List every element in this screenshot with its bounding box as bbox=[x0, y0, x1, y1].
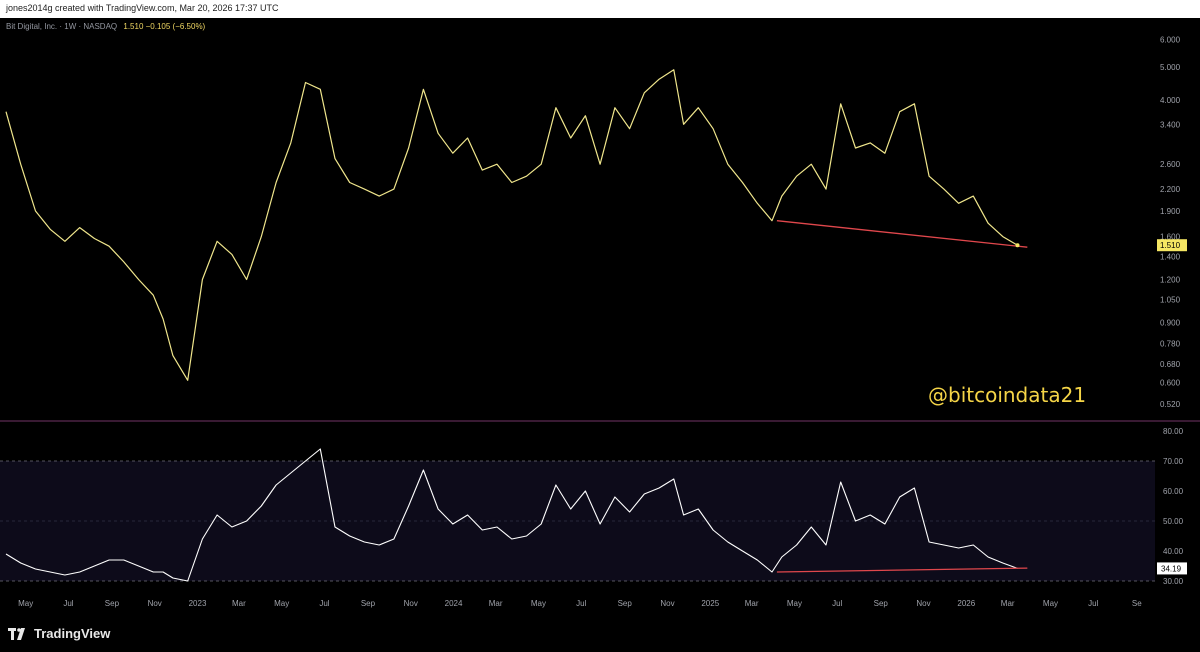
price-last-dot bbox=[1015, 243, 1020, 248]
price-axis-tick: 0.900 bbox=[1160, 318, 1181, 327]
tradingview-logo-text: TradingView bbox=[34, 626, 111, 641]
price-axis-tick: 1.050 bbox=[1160, 295, 1181, 304]
rsi-badge-label: 34.19 bbox=[1161, 564, 1182, 573]
price-badge-label: 1.510 bbox=[1160, 241, 1181, 250]
rsi-axis-tick: 60.00 bbox=[1163, 487, 1184, 496]
x-axis-tick: 2024 bbox=[445, 599, 463, 608]
price-series-line bbox=[5, 69, 1018, 381]
watermark-text: @bitcoindata21 bbox=[928, 383, 1087, 407]
x-axis-tick: Sep bbox=[618, 599, 633, 608]
x-axis-tick: May bbox=[531, 599, 546, 608]
x-axis-tick: Mar bbox=[745, 599, 759, 608]
price-axis-tick: 6.000 bbox=[1160, 36, 1181, 45]
x-axis-tick: Se bbox=[1132, 599, 1142, 608]
price-axis-tick: 1.900 bbox=[1160, 207, 1181, 216]
x-axis-tick: Jul bbox=[319, 599, 329, 608]
rsi-axis-tick: 50.00 bbox=[1163, 517, 1184, 526]
x-axis-tick: Nov bbox=[148, 599, 162, 608]
price-axis-tick: 1.600 bbox=[1160, 233, 1181, 242]
price-axis-tick: 0.780 bbox=[1160, 340, 1181, 349]
rsi-axis-tick: 30.00 bbox=[1163, 577, 1184, 586]
ohlc-values: 1.510 −0.105 (−6.50%) bbox=[123, 22, 206, 31]
x-axis-tick: Jul bbox=[63, 599, 73, 608]
rsi-axis-tick: 70.00 bbox=[1163, 457, 1184, 466]
top-strip: jones2014g created with TradingView.com,… bbox=[0, 0, 1200, 18]
x-axis-tick: Nov bbox=[916, 599, 930, 608]
x-axis-tick: 2025 bbox=[701, 599, 719, 608]
price-badge bbox=[1157, 239, 1187, 252]
price-trendline bbox=[776, 220, 1028, 248]
tradingview-logo-icon bbox=[8, 627, 25, 640]
rsi-axis-tick: 40.00 bbox=[1163, 547, 1184, 556]
x-axis-tick: Jul bbox=[832, 599, 842, 608]
x-axis-tick: May bbox=[1043, 599, 1058, 608]
price-axis-tick: 3.400 bbox=[1160, 120, 1181, 129]
price-axis-tick: 0.600 bbox=[1160, 379, 1181, 388]
symbol-label: Bit Digital, Inc. · 1W · NASDAQ bbox=[6, 22, 118, 31]
x-axis-tick: 2026 bbox=[957, 599, 975, 608]
x-axis-tick: May bbox=[274, 599, 289, 608]
footer-bar bbox=[0, 612, 1200, 652]
x-axis-tick: Mar bbox=[489, 599, 503, 608]
x-axis-tick: 2023 bbox=[189, 599, 207, 608]
x-axis-tick: Jul bbox=[576, 599, 586, 608]
price-axis-tick: 1.200 bbox=[1160, 275, 1181, 284]
rsi-axis-tick: 80.00 bbox=[1163, 427, 1184, 436]
price-axis-tick: 2.600 bbox=[1160, 160, 1181, 169]
price-axis-tick: 0.680 bbox=[1160, 360, 1181, 369]
x-axis-tick: Nov bbox=[660, 599, 674, 608]
price-axis-tick: 1.400 bbox=[1160, 252, 1181, 261]
x-axis-tick: Sep bbox=[105, 599, 120, 608]
x-axis-tick: Jul bbox=[1088, 599, 1098, 608]
x-axis-tick: May bbox=[18, 599, 33, 608]
symbol-legend[interactable]: Bit Digital, Inc. · 1W · NASDAQ 1.510 −0… bbox=[6, 22, 205, 31]
price-axis-tick: 5.000 bbox=[1160, 63, 1181, 72]
x-axis-tick: Nov bbox=[404, 599, 418, 608]
x-axis-tick: Sep bbox=[361, 599, 376, 608]
price-axis-tick: 4.000 bbox=[1160, 96, 1181, 105]
x-axis-tick: Mar bbox=[1001, 599, 1015, 608]
rsi-trendline bbox=[776, 567, 1028, 573]
credit-text: jones2014g created with TradingView.com,… bbox=[6, 3, 279, 13]
price-axis-tick: 2.200 bbox=[1160, 185, 1181, 194]
rsi-badge bbox=[1157, 562, 1187, 575]
x-axis-tick: Sep bbox=[874, 599, 889, 608]
price-axis-tick: 0.520 bbox=[1160, 400, 1181, 409]
tradingview-logo[interactable]: TradingView bbox=[8, 626, 110, 641]
x-axis-tick: May bbox=[787, 599, 802, 608]
chart-svg[interactable]: 6.000 5.000 4.000 3.400 2.600 2.200 1.900 1.600… bbox=[0, 0, 1200, 612]
x-axis-tick: Mar bbox=[232, 599, 246, 608]
rsi-series-line bbox=[5, 448, 1018, 582]
